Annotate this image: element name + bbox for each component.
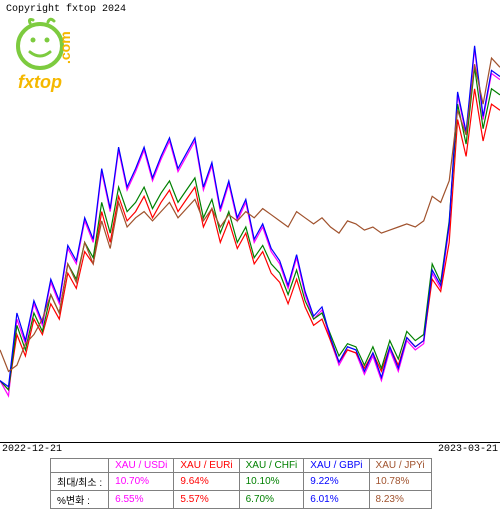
legend-header-row: XAU / USDi XAU / EURi XAU / CHFi XAU / G… <box>51 459 432 473</box>
x-axis-end-date: 2023-03-21 <box>438 444 498 455</box>
x-axis-start-date: 2022-12-21 <box>2 444 62 455</box>
chart-area <box>0 12 500 443</box>
legend-header-blank <box>51 459 109 473</box>
legend-col-1: XAU / EURi <box>174 459 239 473</box>
legend-col-4: XAU / JPYi <box>369 459 431 473</box>
legend-row-label-0: 최대/최소 : <box>51 473 109 491</box>
legend-val-0-2: 10.10% <box>239 473 304 491</box>
legend-table: XAU / USDi XAU / EURi XAU / CHFi XAU / G… <box>50 458 432 509</box>
series-line <box>0 67 500 390</box>
legend-val-0-0: 10.70% <box>109 473 174 491</box>
legend-val-0-1: 9.64% <box>174 473 239 491</box>
legend-col-0: XAU / USDi <box>109 459 174 473</box>
series-line <box>0 49 500 396</box>
legend-val-0-4: 10.78% <box>369 473 431 491</box>
legend-row-maxmin: 최대/최소 : 10.70% 9.64% 10.10% 9.22% 10.78% <box>51 473 432 491</box>
legend-col-3: XAU / GBPi <box>304 459 369 473</box>
line-chart <box>0 12 500 442</box>
legend-val-0-3: 9.22% <box>304 473 369 491</box>
series-line <box>0 89 500 390</box>
legend-col-2: XAU / CHFi <box>239 459 304 473</box>
